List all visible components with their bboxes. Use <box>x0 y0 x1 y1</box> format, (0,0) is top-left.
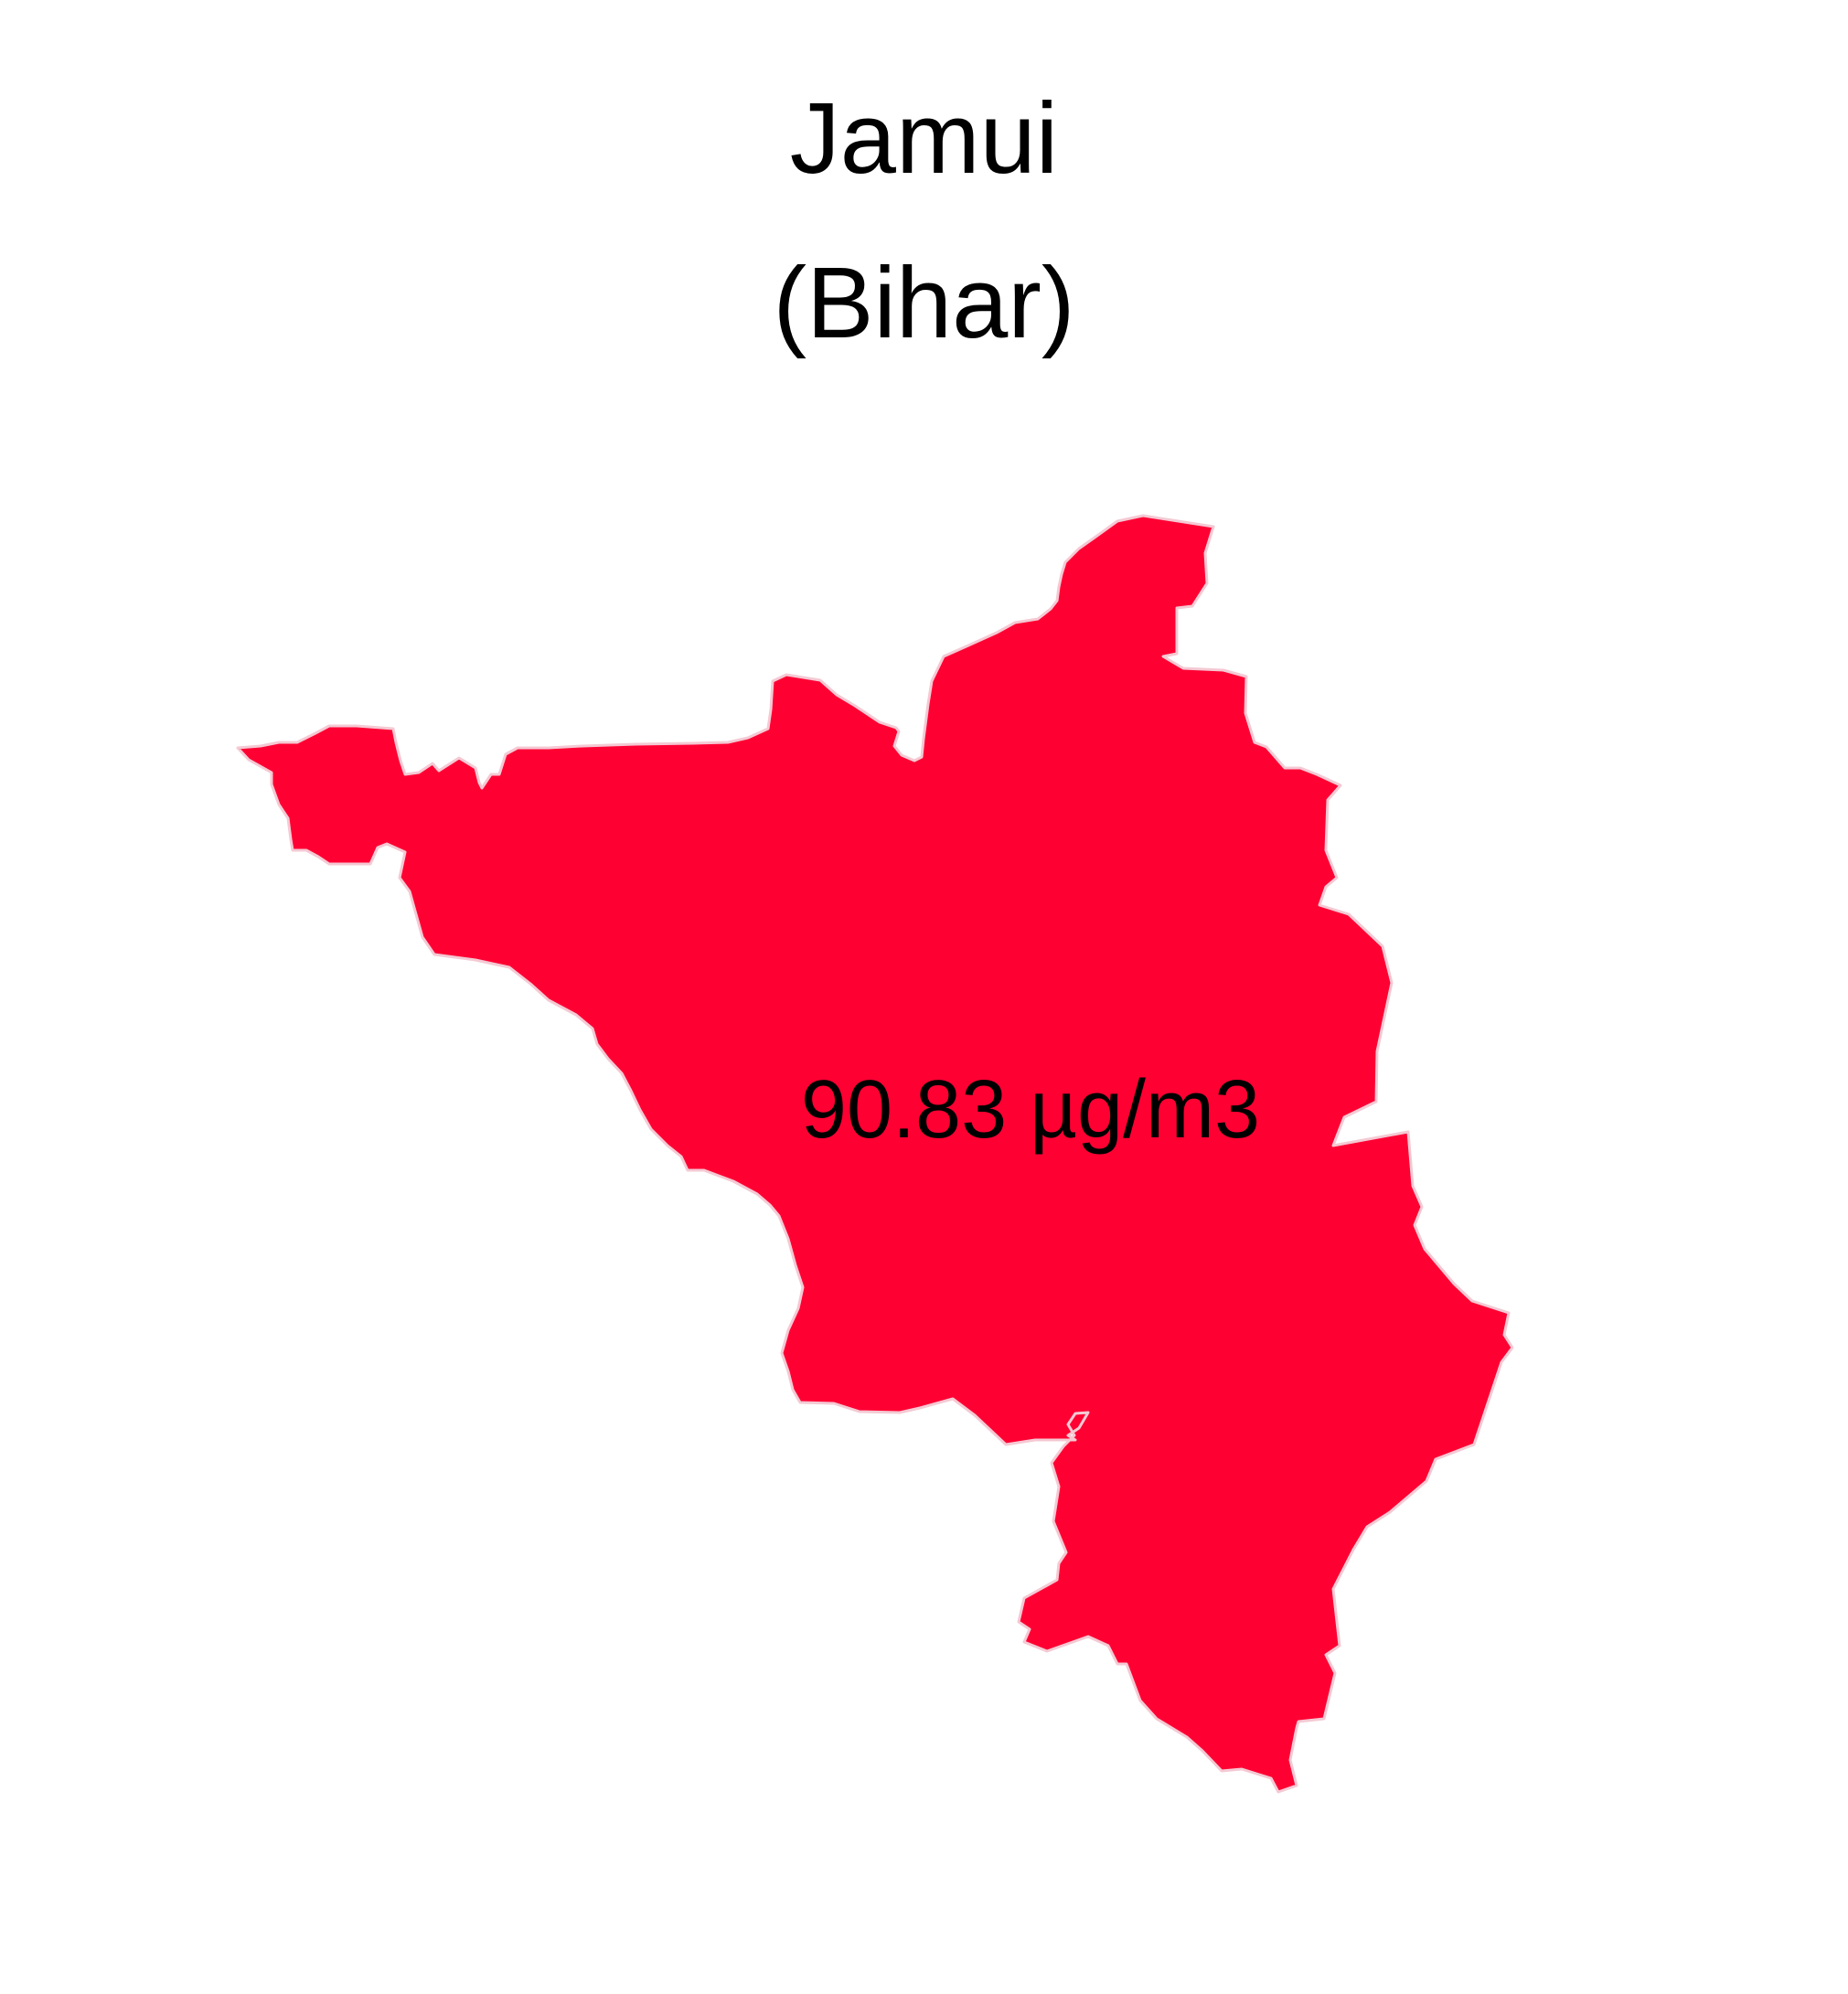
district-name: Jamui <box>789 82 1059 195</box>
pm25-value-label: 90.83 µg/m3 <box>800 1064 1261 1156</box>
district-boundary-shape <box>236 514 1514 1794</box>
map-title: Jamui (Bihar) <box>0 57 1848 386</box>
state-name: (Bihar) <box>773 247 1075 359</box>
